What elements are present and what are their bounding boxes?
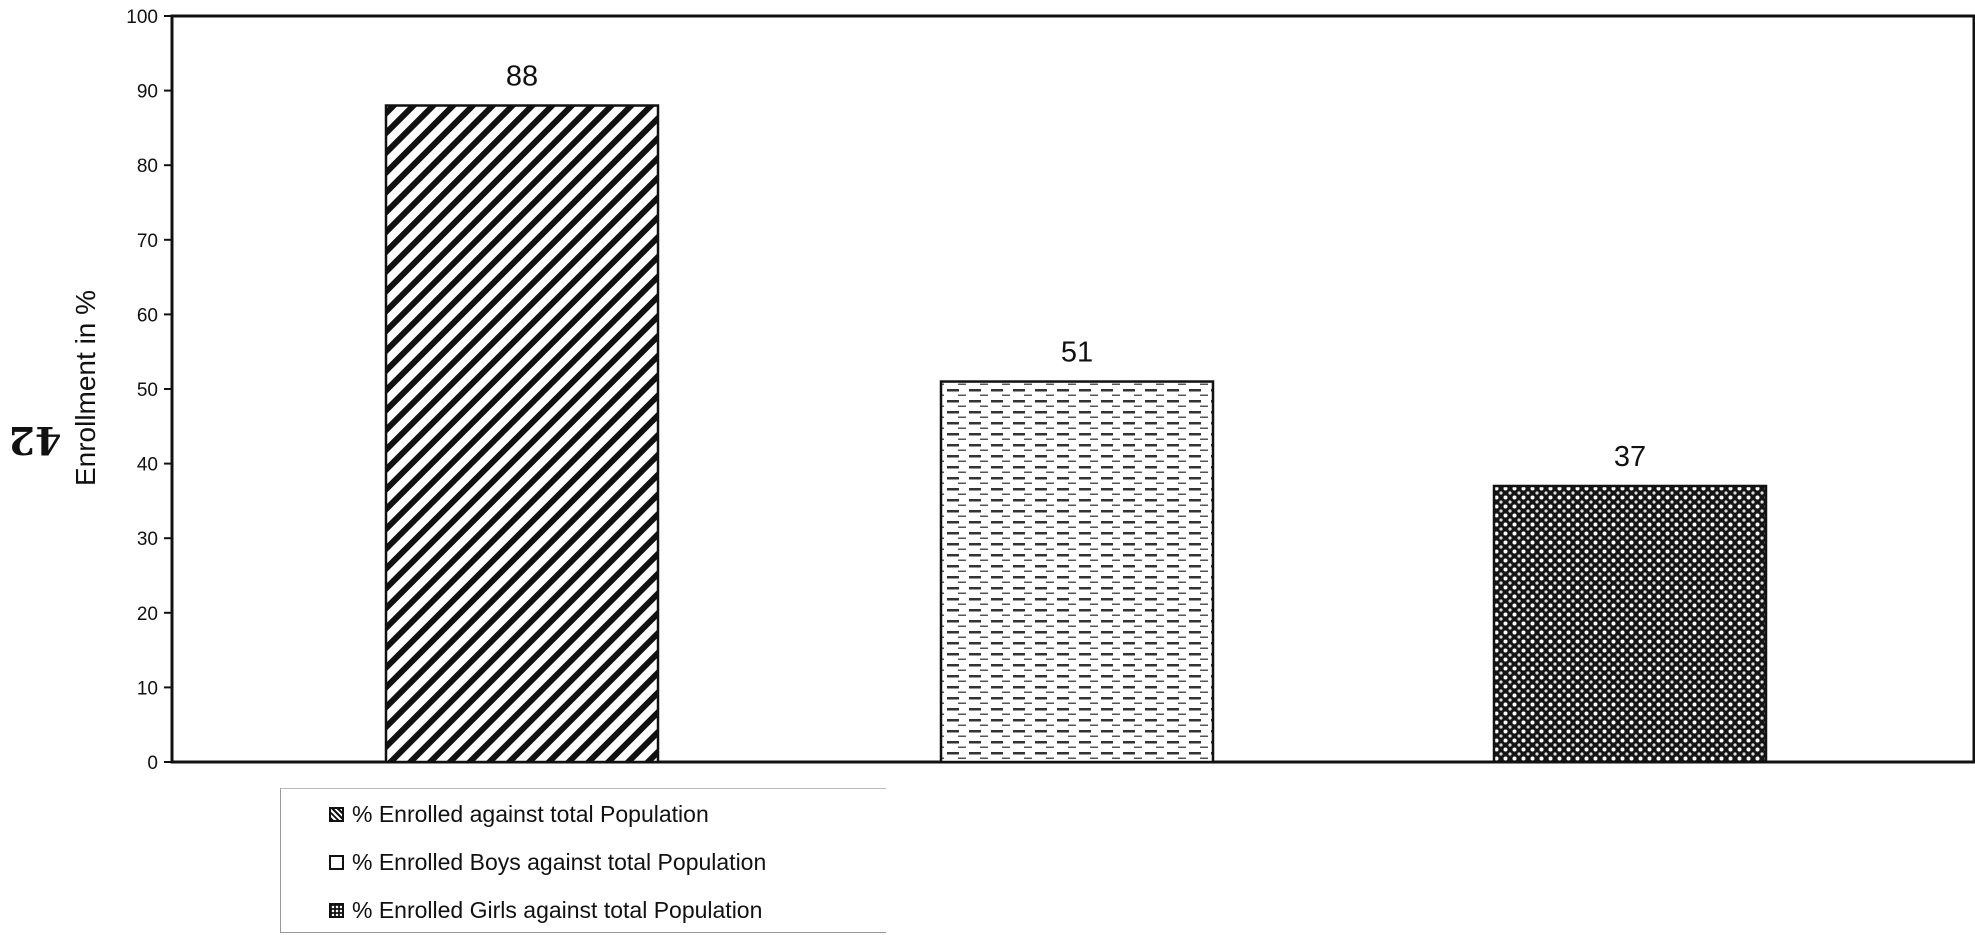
data-label-2: 37 (1614, 441, 1646, 473)
y-tick-label-8: 80 (137, 156, 158, 177)
data-label-1: 51 (1061, 337, 1093, 369)
legend-label-girls: % Enrolled Girls against total Populatio… (352, 896, 763, 923)
y-tick-label-2: 20 (137, 604, 158, 625)
legend-label-total: % Enrolled against total Population (352, 800, 709, 827)
legend: % Enrolled against total Population % En… (280, 788, 886, 933)
bar-1 (939, 380, 1215, 764)
bars: 88 51 37 (384, 61, 1768, 764)
y-tick-label-4: 40 (137, 455, 158, 476)
bar-2 (1492, 484, 1768, 764)
y-axis-label: Enrollment in % (70, 290, 101, 486)
bar-0 (384, 104, 660, 764)
legend-swatch-boys (329, 854, 344, 870)
y-tick-label-1: 10 (137, 678, 158, 699)
y-axis: 0 10 20 30 40 50 60 70 80 90 100 (126, 7, 172, 774)
y-tick-label-6: 60 (137, 305, 158, 326)
page-number: 42 (8, 418, 62, 463)
y-tick-label-7: 70 (137, 231, 158, 252)
y-tick-label-3: 30 (137, 529, 158, 550)
legend-item-girls: % Enrolled Girls against total Populatio… (329, 895, 762, 925)
legend-label-boys: % Enrolled Boys against total Population (352, 848, 767, 875)
data-label-0: 88 (506, 61, 538, 93)
legend-item-total: % Enrolled against total Population (329, 799, 709, 829)
y-tick-label-9: 90 (137, 82, 158, 103)
y-tick-label-10: 100 (126, 7, 158, 28)
y-tick-label-5: 50 (137, 380, 158, 401)
legend-swatch-total (329, 806, 344, 822)
legend-swatch-girls (329, 902, 344, 918)
y-tick-label-0: 0 (147, 753, 158, 774)
legend-item-boys: % Enrolled Boys against total Population (329, 847, 766, 877)
